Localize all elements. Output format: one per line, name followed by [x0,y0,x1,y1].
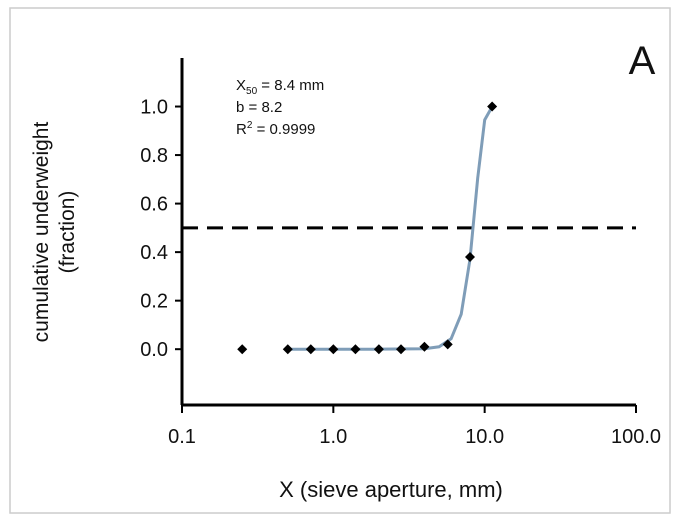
data-point [328,344,339,355]
frame [9,7,671,514]
annotation-sup: 2 [247,120,253,131]
y-tick-label: 0.2 [140,291,168,313]
y-tick-label: 0.8 [140,145,168,167]
data-point [350,344,361,355]
x-tick-label: 100.0 [611,426,661,448]
annotation: R2 = 0.9999 [236,120,315,138]
x-axis-title: X (sieve aperture, mm) [279,477,503,502]
data-point [465,251,476,262]
annotation: X50 = 8.4 mm [236,77,324,97]
data-point [373,344,384,355]
y-tick-label: 0.6 [140,194,168,216]
data-point [305,344,316,355]
annotation-text: = 0.9999 [252,121,315,138]
y-axis-title: cumulative underweight [30,122,53,343]
x-tick-label: 10.0 [465,426,504,448]
data-point [282,344,293,355]
y-axis-title: (fraction) [56,191,79,274]
annotation-sub: 50 [246,86,258,97]
data-point [396,344,407,355]
y-tick-label: 0.4 [140,242,168,264]
y-tick-label: 0.0 [140,339,168,361]
annotation-text: 8.2 [257,99,282,116]
data-point [419,341,430,352]
x-tick-label: 0.1 [168,426,196,448]
annotation-text: = 8.4 mm [257,77,324,94]
data-point [487,101,498,112]
data-point [237,344,248,355]
annotation: b = 8.2 [236,99,282,116]
y-tick-label: 1.0 [140,97,168,119]
annotation-text: X [236,77,246,94]
panel-label: A [629,39,656,83]
data-point [442,339,453,350]
x-tick-label: 1.0 [319,426,347,448]
fit-curve [287,106,494,351]
annotation-text: b = [236,99,258,116]
annotation-text: R [236,121,247,138]
